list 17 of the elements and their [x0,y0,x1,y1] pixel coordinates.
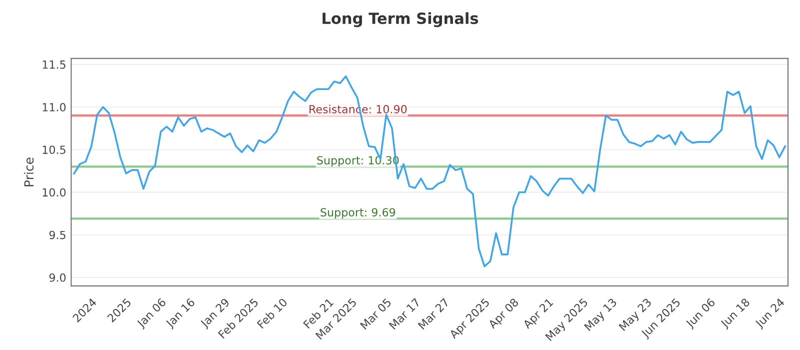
y-tick-label: 11.5 [42,60,66,69]
x-tick-label: Jun 06 [684,298,718,330]
y-tick-label: 10.5 [42,146,66,154]
x-tick-label: Feb 10 [256,298,288,329]
x-tick-label: Mar 27 [418,298,450,330]
x-tick-label: Jun 24 [754,298,786,330]
y-tick-label: 9.5 [49,230,66,240]
y-tick-label: 11.0 [42,102,66,112]
x-tick-label: Apr 08 [488,298,520,331]
chart-title: Long Term Signals [322,12,478,28]
y-axis-title: Price [24,158,34,186]
y-tick-label: 9.0 [49,273,66,282]
line-series [73,75,786,268]
ref-line-label: Support: 9.69 [320,208,396,219]
y-tick-label: 10.0 [42,188,66,197]
x-tick-label: Jun 18 [720,298,752,330]
x-tick-label: Jan 16 [164,298,197,330]
